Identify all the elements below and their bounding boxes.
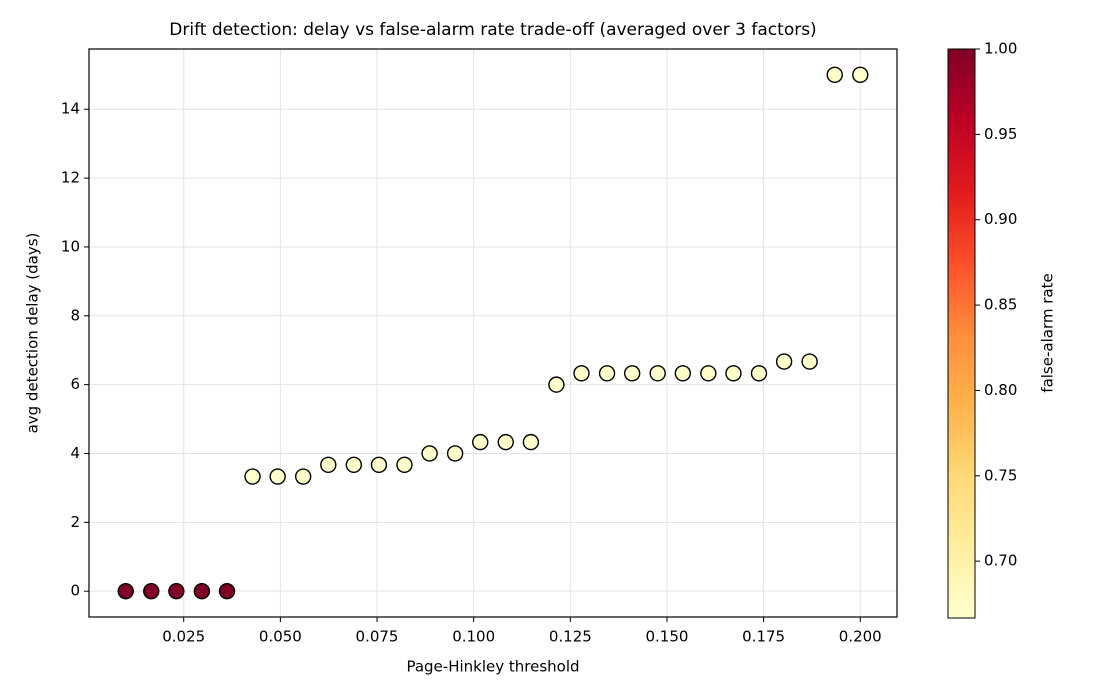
point bbox=[269, 468, 286, 485]
point bbox=[193, 582, 211, 600]
point bbox=[801, 353, 818, 370]
x-tick-label: 0.150 bbox=[645, 628, 688, 646]
point bbox=[218, 582, 236, 600]
chart-title: Drift detection: delay vs false-alarm ra… bbox=[169, 20, 816, 40]
point bbox=[168, 582, 185, 600]
point bbox=[143, 582, 160, 600]
x-tick-label: 0.075 bbox=[356, 628, 399, 646]
point bbox=[674, 365, 692, 382]
colorbar-tick-label: 0.95 bbox=[984, 125, 1017, 143]
colorbar-tick-label: 0.80 bbox=[984, 381, 1017, 399]
y-tick-label: 0 bbox=[70, 582, 80, 600]
point bbox=[725, 365, 742, 382]
point bbox=[117, 582, 134, 600]
point bbox=[750, 365, 768, 382]
point bbox=[623, 365, 641, 382]
y-tick-label: 6 bbox=[70, 375, 80, 393]
x-tick-label: 0.200 bbox=[839, 628, 882, 646]
point bbox=[396, 456, 413, 474]
y-tick-label: 2 bbox=[70, 513, 80, 531]
point bbox=[421, 445, 438, 462]
point bbox=[775, 353, 793, 370]
plot-frame bbox=[88, 48, 898, 618]
x-tick-label: 0.100 bbox=[452, 628, 495, 646]
y-tick-label: 12 bbox=[61, 169, 80, 187]
colorbar-tick-label: 0.85 bbox=[984, 296, 1017, 314]
point bbox=[573, 365, 590, 382]
point bbox=[294, 468, 312, 485]
y-tick-label: 4 bbox=[70, 444, 80, 462]
point bbox=[522, 433, 540, 451]
point bbox=[497, 433, 514, 451]
y-tick-label: 10 bbox=[61, 237, 80, 255]
y-axis-label: avg detection delay (days) bbox=[24, 233, 42, 434]
colorbar bbox=[947, 48, 976, 619]
point bbox=[320, 456, 337, 474]
point bbox=[852, 66, 869, 84]
point bbox=[244, 468, 261, 485]
colorbar-tick-label: 0.75 bbox=[984, 466, 1017, 484]
point bbox=[700, 365, 717, 382]
colorbar-tick-label: 0.70 bbox=[984, 552, 1017, 570]
y-tick-label: 8 bbox=[70, 306, 80, 324]
point bbox=[345, 456, 363, 474]
colorbar-tick-label: 1.00 bbox=[984, 40, 1017, 58]
y-tick-label: 14 bbox=[61, 100, 80, 118]
point bbox=[548, 376, 565, 393]
x-tick-label: 0.125 bbox=[549, 628, 592, 646]
point bbox=[370, 456, 388, 474]
x-tick-label: 0.175 bbox=[742, 628, 785, 646]
point bbox=[598, 365, 616, 382]
x-tick-label: 0.025 bbox=[162, 628, 205, 646]
colorbar-tick-label: 0.90 bbox=[984, 210, 1017, 228]
point bbox=[649, 365, 666, 382]
point bbox=[826, 66, 843, 84]
colorbar-label: false-alarm rate bbox=[1039, 273, 1057, 392]
point bbox=[472, 433, 489, 451]
x-tick-label: 0.050 bbox=[259, 628, 302, 646]
point bbox=[446, 445, 464, 462]
x-axis-label: Page-Hinkley threshold bbox=[406, 658, 579, 676]
